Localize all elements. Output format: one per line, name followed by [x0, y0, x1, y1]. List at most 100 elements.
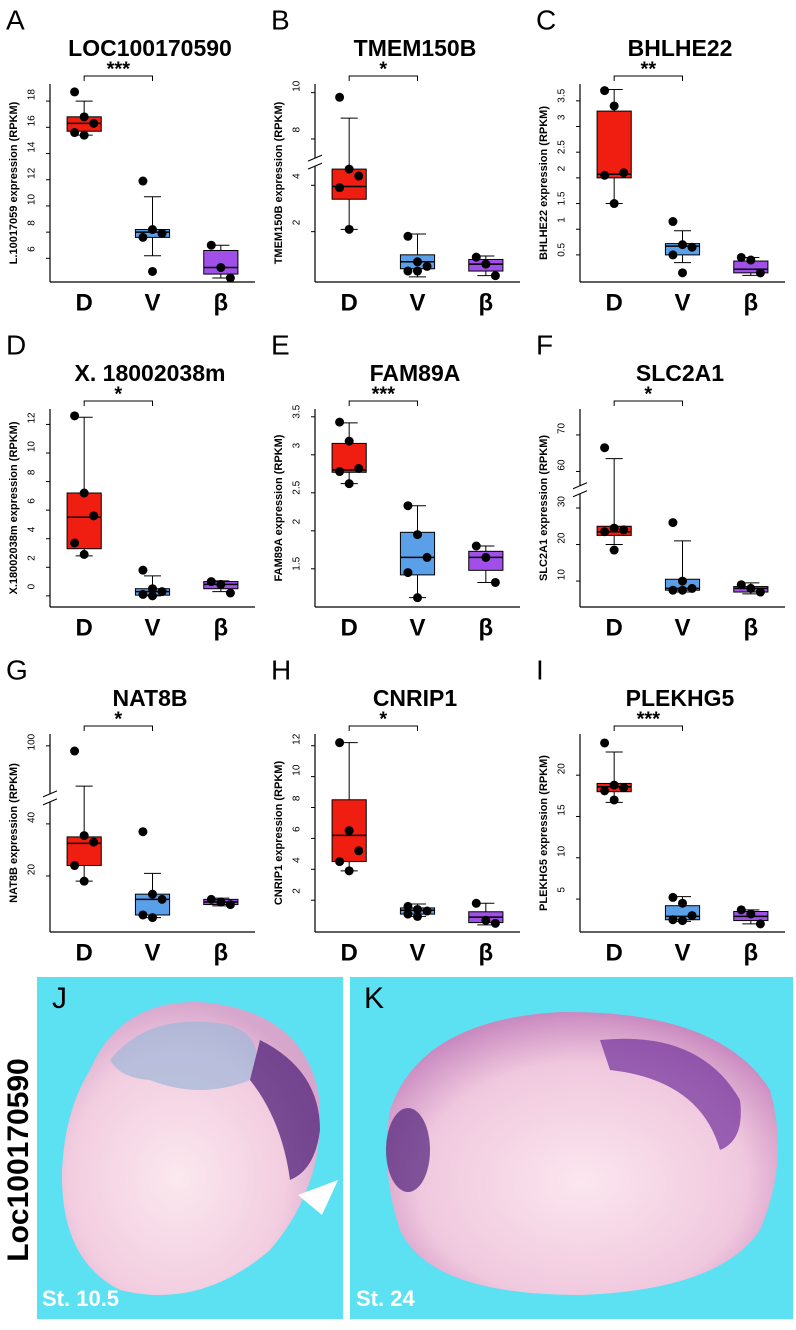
y-tick-label: 20	[27, 864, 38, 876]
y-axis-label: X.18002038m expression (RPKM)	[8, 421, 20, 594]
y-tick-label: 2	[292, 219, 303, 225]
data-point	[70, 87, 80, 97]
significance-bracket	[613, 725, 683, 731]
data-point	[225, 588, 235, 598]
data-point	[687, 242, 697, 252]
y-tick-label: 10	[27, 441, 38, 453]
data-point	[335, 738, 345, 748]
data-point	[89, 118, 99, 128]
significance-bracket	[83, 725, 153, 731]
significance-label: ***	[107, 58, 131, 80]
data-point	[403, 909, 413, 919]
data-point	[157, 587, 167, 597]
data-point	[225, 900, 235, 910]
y-tick-label: 70	[557, 422, 568, 434]
x-tick-label: D	[605, 614, 622, 641]
chart-title: NAT8B	[113, 685, 188, 711]
significance-label: ***	[372, 383, 396, 405]
data-point	[148, 591, 157, 601]
data-point	[79, 130, 89, 140]
data-point	[668, 518, 678, 528]
y-axis-label: NAT8B expression (RPKM)	[8, 763, 20, 903]
data-point	[609, 795, 619, 805]
chart-title: CNRIP1	[373, 685, 458, 711]
embryo-j-cavity	[110, 1021, 257, 1090]
embryo-k-stain	[600, 1038, 741, 1150]
data-point	[206, 894, 216, 904]
panel-letter: C	[536, 4, 556, 35]
data-point	[619, 525, 629, 535]
data-point	[70, 746, 80, 756]
x-tick-label: D	[340, 614, 357, 641]
data-point	[687, 911, 697, 921]
data-point	[481, 915, 491, 925]
data-point	[148, 913, 157, 923]
axis-break-mark	[42, 790, 58, 798]
y-tick-label: 40	[27, 811, 38, 823]
axis-break-mark	[307, 154, 323, 162]
data-point	[422, 552, 432, 562]
x-tick-label: D	[75, 614, 92, 641]
data-point	[678, 240, 687, 250]
data-point	[70, 411, 80, 421]
x-tick-label: β	[744, 614, 759, 641]
data-point	[79, 549, 89, 559]
y-tick-label: 4	[292, 857, 303, 863]
x-tick-label: β	[479, 614, 494, 641]
y-tick-label: 12	[27, 167, 38, 179]
data-point	[216, 579, 226, 589]
panel-letter: G	[6, 654, 28, 685]
y-tick-label: 3.5	[557, 88, 568, 102]
y-tick-label: 60	[557, 459, 568, 471]
x-tick-label: V	[409, 939, 425, 966]
data-point	[354, 846, 364, 856]
y-tick-label: 14	[27, 141, 38, 153]
data-point	[79, 112, 89, 122]
data-point	[609, 523, 619, 533]
significance-bracket	[83, 400, 153, 406]
x-tick-label: β	[214, 614, 229, 641]
data-point	[609, 199, 619, 209]
side-label: Loc100170590	[2, 1058, 35, 1262]
data-point	[600, 527, 610, 537]
x-tick-label: V	[674, 939, 690, 966]
data-point	[736, 252, 746, 262]
panel-letter: I	[536, 654, 544, 685]
data-point	[668, 892, 678, 902]
chart-title: SLC2A1	[636, 360, 724, 386]
y-tick-label: 6	[292, 826, 303, 832]
y-tick-label: 0.5	[557, 242, 568, 256]
data-point	[79, 488, 89, 498]
y-tick-label: 10	[557, 845, 568, 857]
data-point	[490, 918, 500, 928]
arrowhead	[298, 1180, 338, 1215]
data-point	[354, 463, 364, 473]
y-tick-label: 6	[27, 498, 38, 504]
data-point	[413, 257, 422, 267]
data-point	[490, 271, 500, 281]
data-point	[138, 232, 148, 242]
y-tick-label: 18	[27, 89, 38, 101]
data-point	[600, 170, 610, 180]
embryo-k	[386, 1011, 778, 1295]
data-point	[471, 252, 481, 262]
data-point	[138, 565, 148, 575]
data-point	[746, 255, 756, 265]
data-point	[148, 225, 157, 235]
y-tick-label: 2	[292, 518, 303, 524]
data-point	[157, 228, 167, 238]
significance-label: *	[379, 58, 387, 80]
data-point	[148, 584, 157, 594]
data-point	[600, 738, 610, 748]
y-axis-label: FAM89A expression (RPKM)	[273, 434, 285, 581]
y-tick-label: 2.5	[557, 140, 568, 154]
y-tick-label: 2	[292, 888, 303, 894]
y-tick-label: 12	[27, 412, 38, 424]
data-point	[89, 837, 99, 847]
data-point	[216, 897, 226, 907]
data-point	[471, 541, 481, 551]
y-tick-label: 2	[27, 555, 38, 561]
data-point	[79, 876, 89, 886]
significance-bracket	[613, 75, 683, 81]
y-tick-label: 8	[292, 127, 303, 133]
